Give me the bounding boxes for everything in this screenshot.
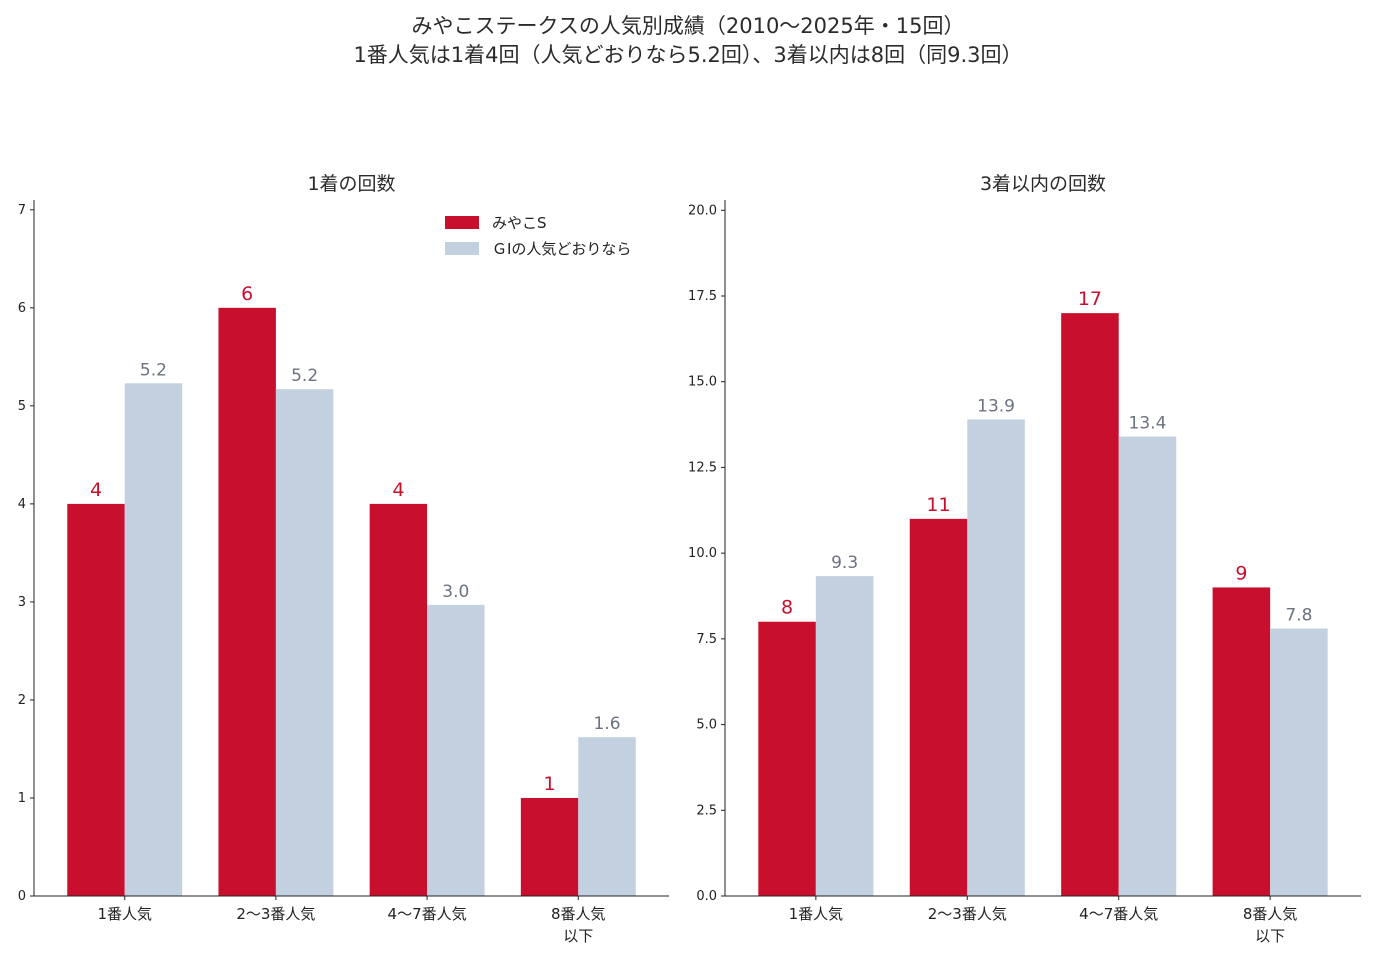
y-tick-label: 4	[18, 497, 26, 512]
x-tick-label: 以下	[563, 927, 593, 945]
y-tick-label: 6	[18, 301, 26, 316]
bar-miyako	[1061, 313, 1119, 897]
data-label-g1-expected: 13.4	[1129, 414, 1167, 434]
data-label-miyako: 4	[392, 479, 404, 501]
bar-g1-expected	[427, 604, 485, 896]
bar-miyako	[218, 307, 276, 896]
y-tick-label: 2.5	[696, 803, 717, 818]
chart-panel-top3: 3着以内の回数 8 11 17 9 9.3 13.9 13.4 7.8 0.0 2.5 5.0 7.5 1…	[688, 173, 1361, 945]
x-tick-label: 以下	[1255, 927, 1285, 945]
bar-g1-expected	[1270, 628, 1328, 896]
data-label-miyako: 8	[781, 597, 793, 619]
x-tick-label: 4〜7番人気	[1079, 905, 1158, 923]
data-label-miyako: 6	[241, 283, 253, 305]
bar-miyako	[520, 797, 579, 896]
x-tick-label: 2〜3番人気	[236, 905, 315, 923]
y-tick-label: 12.5	[688, 460, 717, 475]
legend-label-miyako: みやこS	[492, 214, 547, 232]
data-label-miyako: 4	[90, 479, 102, 501]
subplot-title: 3着以内の回数	[980, 173, 1106, 195]
x-tick-label: 4〜7番人気	[388, 905, 467, 923]
data-label-miyako: 17	[1078, 288, 1102, 310]
x-tick-label: 2〜3番人気	[928, 905, 1007, 923]
y-tick-label: 1	[18, 791, 26, 806]
x-tick-label: 8番人気	[1243, 905, 1298, 923]
data-label-g1-expected: 7.8	[1285, 606, 1312, 626]
bar-g1-expected	[967, 419, 1025, 896]
legend-swatch-g1-expected	[445, 242, 479, 255]
bar-g1-expected	[815, 576, 874, 896]
y-tick-label: 5.0	[696, 718, 717, 733]
data-label-miyako: 9	[1235, 562, 1247, 584]
y-tick-label: 10.0	[688, 546, 717, 561]
bar-miyako	[1212, 587, 1271, 896]
y-tick-label: 20.0	[688, 203, 717, 218]
bar-miyako	[758, 621, 816, 896]
y-tick-label: 5	[18, 399, 26, 414]
y-tick-label: 0.0	[696, 889, 717, 904]
data-label-miyako: 1	[544, 773, 556, 795]
y-tick-label: 2	[18, 693, 26, 708]
data-label-g1-expected: 5.2	[291, 366, 318, 386]
data-label-g1-expected: 1.6	[593, 714, 620, 734]
main-title-line1: みやこステークスの人気別成績（2010〜2025年・15回）	[411, 14, 965, 38]
data-label-g1-expected: 13.9	[977, 396, 1015, 416]
y-tick-label: 17.5	[688, 289, 717, 304]
y-tick-label: 7	[18, 203, 26, 218]
y-tick-label: 3	[18, 595, 26, 610]
data-label-g1-expected: 9.3	[831, 553, 858, 573]
legend-swatch-miyako	[445, 216, 479, 229]
bar-g1-expected	[578, 737, 636, 896]
y-tick-label: 0	[18, 889, 26, 904]
data-label-miyako: 11	[926, 494, 950, 516]
x-tick-label: 1番人気	[97, 905, 152, 923]
main-title-line2: 1番人気は1着4回（人気どおりなら5.2回）、3着以内は8回（同9.3回）	[353, 43, 1023, 67]
x-tick-label: 1番人気	[789, 905, 844, 923]
bar-miyako	[67, 503, 125, 896]
subplot-title: 1着の回数	[307, 173, 395, 195]
chart-panel-wins: 1着の回数 4 6 4 1 5.2 5.2 3.0 1.6 0 1 2 3 4 5 6 7 1番人気 2〜3番人気 4…	[18, 173, 669, 945]
data-label-g1-expected: 5.2	[140, 360, 167, 380]
bar-g1-expected	[124, 383, 183, 896]
y-tick-label: 15.0	[688, 375, 717, 390]
bar-g1-expected	[275, 389, 334, 896]
data-label-g1-expected: 3.0	[442, 582, 469, 602]
bar-miyako	[909, 518, 968, 896]
bar-miyako	[369, 503, 428, 896]
legend: みやこS ＧⅠの人気どおりなら	[445, 214, 631, 258]
chart-main-title: みやこステークスの人気別成績（2010〜2025年・15回） 1番人気は1着4回…	[0, 12, 1376, 70]
legend-label-g1-expected: ＧⅠの人気どおりなら	[492, 240, 631, 258]
bar-g1-expected	[1118, 436, 1177, 896]
y-tick-label: 7.5	[696, 632, 717, 647]
x-tick-label: 8番人気	[551, 905, 606, 923]
